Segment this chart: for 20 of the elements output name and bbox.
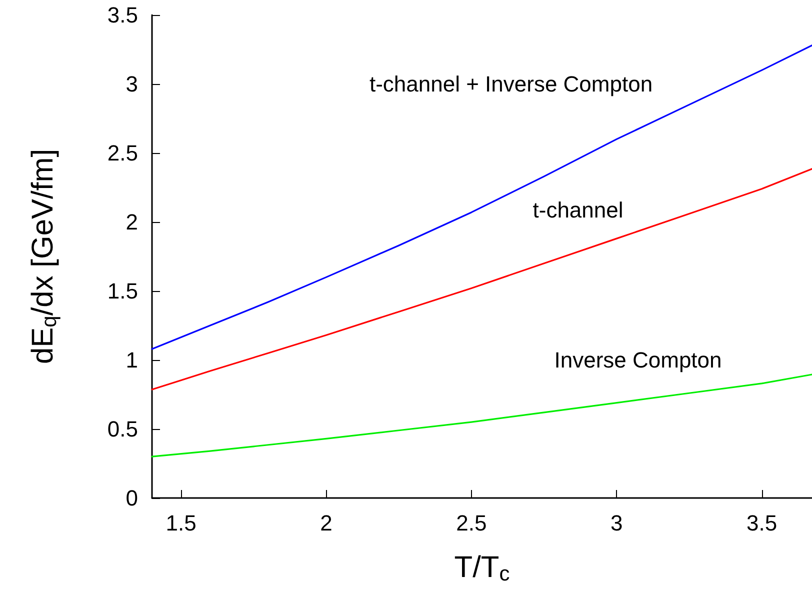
- x-tick-label: 2.5: [456, 510, 487, 536]
- x-tick-label: 2: [320, 510, 332, 536]
- y-tick-label: 1.5: [107, 278, 138, 304]
- y-tick-label: 1: [126, 348, 138, 372]
- series-label: t-channel + Inverse Compton: [369, 72, 653, 96]
- x-tick-label: 3.5: [746, 510, 778, 536]
- y-tick-label: 2.5: [107, 140, 138, 166]
- series-label: t-channel: [532, 198, 624, 222]
- x-tick-label: 1.5: [166, 510, 196, 536]
- series-label: Inverse Compton: [554, 348, 722, 372]
- y-tick-label: 0: [126, 486, 138, 510]
- y-tick-label: 2: [126, 210, 138, 234]
- line-series: [151, 44, 812, 350]
- y-tick-label: 0.5: [107, 416, 138, 442]
- line-series: [151, 168, 812, 390]
- line-series: [151, 374, 812, 458]
- y-tick-label: 3: [126, 72, 138, 96]
- y-axis-title: dEq/dx [GeV/fm]: [26, 148, 61, 364]
- y-tick-label: 3.5: [107, 2, 138, 28]
- x-tick-label: 3: [610, 510, 623, 536]
